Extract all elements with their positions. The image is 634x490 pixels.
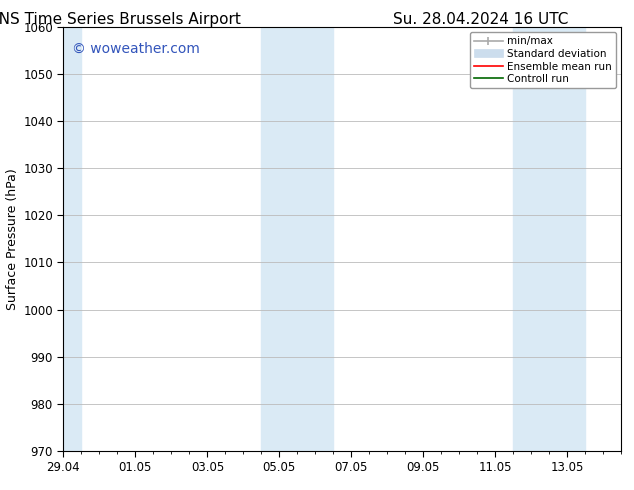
Text: Su. 28.04.2024 16 UTC: Su. 28.04.2024 16 UTC	[393, 12, 569, 27]
Bar	[261, 27, 333, 451]
Y-axis label: Surface Pressure (hPa): Surface Pressure (hPa)	[6, 168, 19, 310]
Text: ENS Time Series Brussels Airport: ENS Time Series Brussels Airport	[0, 12, 241, 27]
Bar	[63, 27, 81, 451]
Bar	[514, 27, 585, 451]
Text: © woweather.com: © woweather.com	[72, 42, 200, 56]
Legend: min/max, Standard deviation, Ensemble mean run, Controll run: min/max, Standard deviation, Ensemble me…	[470, 32, 616, 88]
